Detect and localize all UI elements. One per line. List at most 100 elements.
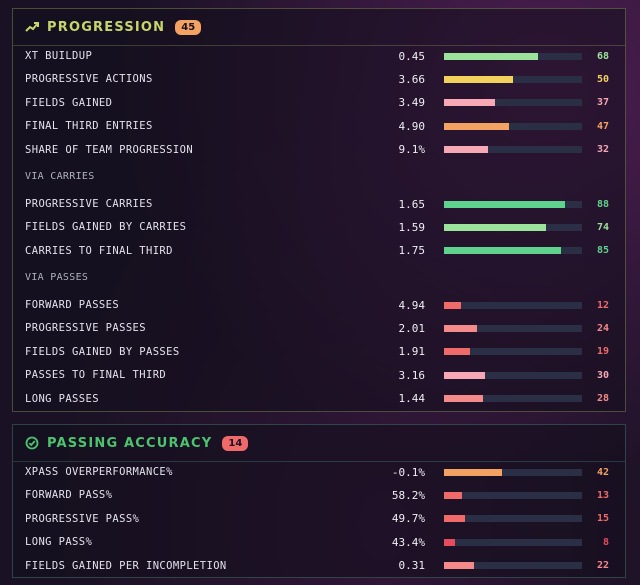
stat-label: PROGRESSIVE ACTIONS [25,73,153,86]
stat-label: FIELDS GAINED [25,96,113,109]
stat-label: XPASS OVERPERFORMANCE% [25,466,173,478]
stat-value: 43.4% [391,535,425,549]
stat-label: LONG PASS% [25,536,93,549]
section-subheading: VIA PASSES [25,272,89,283]
stat-row: LONG PASSES 1.44 28 [13,388,625,410]
percentile-value: 74 [596,221,609,233]
percentile-bar-track [444,562,582,570]
percentile-bar-track [444,348,582,356]
percentile-bar-track [444,52,582,60]
progression-title: PROGRESSION [47,19,166,35]
percentile-value: 8 [602,536,609,548]
percentile-value: 19 [596,346,609,358]
stat-value: 2.01 [398,321,426,335]
stat-value: 0.45 [398,49,426,63]
stat-row: FORWARD PASSES 4.94 12 [13,294,625,316]
stat-row: FIELDS GAINED PER INCOMPLETION 0.31 22 [13,555,625,577]
check-circle-icon [25,436,39,450]
percentile-bar-fill [444,247,562,255]
percentile-value: 42 [596,466,609,478]
stat-value: 3.16 [398,368,426,382]
percentile-bar-fill [444,562,475,570]
stat-label: FORWARD PASSES [25,299,120,311]
stat-label: PROGRESSIVE PASSES [25,322,146,335]
passing-accuracy-title: PASSING ACCURACY [47,435,213,451]
percentile-value: 47 [596,120,609,132]
passing-accuracy-header: PASSING ACCURACY 14 [13,425,625,462]
stat-value: 4.90 [398,119,426,133]
stat-row: PASSES TO FINAL THIRD 3.16 30 [13,364,625,386]
percentile-bar-track [444,99,582,107]
section-subheading: VIA CARRIES [25,171,95,182]
stat-label: FIELDS GAINED PER INCOMPLETION [25,559,227,572]
percentile-bar-fill [444,348,471,356]
stat-value: 3.66 [398,72,426,86]
stat-value: 1.75 [398,244,426,258]
stat-row: FIELDS GAINED 3.49 37 [13,92,625,114]
stat-label: LONG PASSES [25,392,99,405]
stat-row: CARRIES TO FINAL THIRD 1.75 85 [13,240,625,262]
percentile-value: 88 [596,198,609,210]
stat-row: FINAL THIRD ENTRIES 4.90 47 [13,115,625,137]
percentile-bar-fill [444,395,483,403]
stat-label: SHARE OF TEAM PROGRESSION [25,143,194,156]
percentile-bar-fill [444,200,566,208]
percentile-bar-track [444,491,582,499]
stat-label: CARRIES TO FINAL THIRD [25,244,173,257]
stat-label: FINAL THIRD ENTRIES [25,120,153,133]
stat-row: FIELDS GAINED BY PASSES 1.91 19 [13,341,625,363]
percentile-value: 28 [596,393,609,405]
percentile-value: 85 [596,245,609,257]
stat-value: 1.91 [398,345,426,359]
percentile-bar-track [444,515,582,523]
stat-label: XT BUILDUP [25,50,93,62]
percentile-bar-fill [444,538,456,546]
stat-label: FIELDS GAINED BY CARRIES [25,221,187,234]
stat-value: 9.1% [398,143,426,157]
percentile-bar-fill [444,515,465,523]
stat-label: FIELDS GAINED BY PASSES [25,345,180,358]
stat-row: PROGRESSIVE CARRIES 1.65 88 [13,193,625,215]
stat-row: SHARE OF TEAM PROGRESSION 9.1% 32 [13,139,625,161]
stat-value: -0.1% [391,465,425,479]
stat-row: PROGRESSIVE ACTIONS 3.66 50 [13,68,625,90]
percentile-bar-track [444,247,582,255]
trending-up-icon [25,21,39,33]
percentile-value: 32 [596,144,609,156]
stat-value: 1.44 [398,392,426,406]
percentile-value: 15 [596,513,609,525]
percentile-bar-track [444,223,582,231]
percentile-value: 30 [596,369,609,381]
percentile-bar-fill [444,491,462,499]
passing-accuracy-score-badge: 14 [222,435,249,451]
stat-row: FIELDS GAINED BY CARRIES 1.59 74 [13,216,625,238]
percentile-bar-track [444,538,582,546]
stat-value: 0.31 [398,559,426,573]
percentile-bar-track [444,75,582,83]
percentile-value: 13 [596,489,609,501]
stat-row: PROGRESSIVE PASSES 2.01 24 [13,317,625,339]
percentile-bar-fill [444,52,538,60]
percentile-value: 12 [596,299,609,311]
stat-row: LONG PASS% 43.4% 8 [13,531,625,553]
percentile-bar-track [444,324,582,332]
percentile-value: 68 [596,50,609,62]
percentile-value: 50 [596,73,609,85]
percentile-value: 37 [596,97,609,109]
progression-header: PROGRESSION 45 [13,9,625,46]
stat-value: 58.2% [391,488,425,502]
stat-row: XPASS OVERPERFORMANCE% -0.1% 42 [13,461,625,483]
stat-value: 49.7% [391,512,425,526]
percentile-bar-track [444,468,582,476]
stat-label: PASSES TO FINAL THIRD [25,369,167,382]
percentile-bar-fill [444,146,489,154]
percentile-bar-fill [444,301,461,309]
stat-value: 4.94 [398,298,426,312]
stat-label: FORWARD PASS% [25,489,113,502]
stat-value: 3.49 [398,96,426,110]
percentile-bar-fill [444,371,486,379]
progression-score-badge: 45 [175,19,202,35]
percentile-value: 24 [596,322,609,334]
percentile-bar-track [444,371,582,379]
percentile-bar-track [444,301,582,309]
